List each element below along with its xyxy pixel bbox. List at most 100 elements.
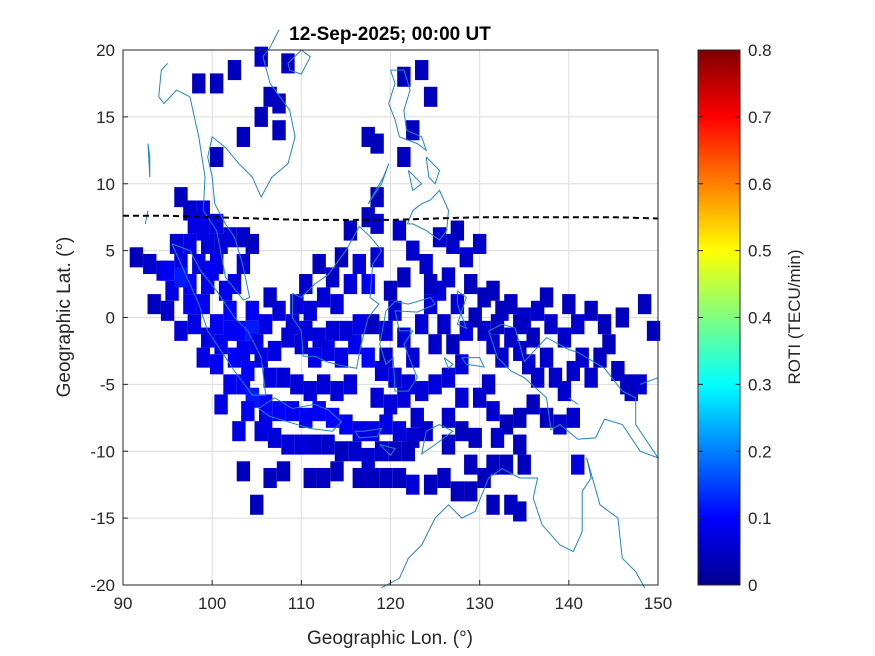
colorbar-tick-label: 0 xyxy=(748,576,757,595)
roti-cell xyxy=(174,320,188,341)
roti-cell xyxy=(272,93,286,114)
roti-cell xyxy=(160,260,175,281)
roti-cell xyxy=(464,481,478,502)
roti-cell xyxy=(276,461,291,482)
roti-cell xyxy=(365,314,380,335)
roti-cell xyxy=(285,314,300,335)
roti-cell xyxy=(325,320,340,341)
coastline-segment xyxy=(158,63,168,97)
roti-cell xyxy=(258,394,273,415)
roti-cell xyxy=(325,407,340,428)
roti-cell xyxy=(267,340,282,361)
roti-cell xyxy=(450,481,465,502)
roti-cell xyxy=(361,447,375,468)
roti-cell xyxy=(539,407,554,428)
roti-cell xyxy=(397,387,411,408)
roti-cell xyxy=(383,280,398,301)
coastline-segment xyxy=(406,189,450,241)
y-tick-label: 5 xyxy=(106,242,115,261)
roti-cell xyxy=(343,220,358,241)
colorbar-tick-label: 0.2 xyxy=(748,442,772,461)
roti-cell xyxy=(294,434,309,455)
coastline-segment xyxy=(291,225,383,369)
roti-cell xyxy=(316,374,331,395)
roti-cell xyxy=(330,461,344,482)
roti-cell xyxy=(187,213,202,234)
roti-cell xyxy=(513,434,527,455)
roti-cell xyxy=(370,213,384,234)
roti-cell xyxy=(423,274,438,295)
roti-cell xyxy=(459,247,473,268)
roti-cell xyxy=(312,327,326,348)
roti-cell xyxy=(410,407,424,428)
coastline-segment xyxy=(388,69,428,152)
roti-cell xyxy=(557,381,572,402)
coastline-segment xyxy=(171,243,267,396)
roti-cell xyxy=(236,340,251,361)
roti-cell xyxy=(236,253,251,275)
roti-cell xyxy=(490,427,505,448)
roti-cells xyxy=(129,46,661,522)
y-tick-label: -20 xyxy=(90,576,115,595)
roti-cell xyxy=(379,467,393,489)
roti-cell xyxy=(316,467,331,489)
roti-cell xyxy=(272,120,286,141)
coastline-segment xyxy=(456,290,468,330)
coastline-segment xyxy=(568,397,579,405)
roti-cell xyxy=(468,307,482,328)
colorbar-ticks: 0.8 0.7 0.6 0.5 0.4 0.3 0.2 0.1 0 xyxy=(698,41,772,595)
roti-cell xyxy=(633,374,647,395)
roti-cell xyxy=(290,374,304,395)
roti-cell xyxy=(272,401,286,422)
coastline-segment xyxy=(640,377,659,385)
colorbar-tick-label: 0.3 xyxy=(748,375,772,394)
coastline-segment xyxy=(461,357,485,368)
roti-cell xyxy=(316,287,331,308)
roti-cell xyxy=(312,253,326,275)
roti-cell xyxy=(330,294,344,315)
roti-cell xyxy=(486,454,500,475)
roti-cell xyxy=(209,146,224,168)
roti-cell xyxy=(187,314,202,335)
y-tick-label: 20 xyxy=(96,41,115,60)
x-axis-ticks: 90 100 110 120 130 140 150 xyxy=(114,580,672,613)
roti-cell xyxy=(388,441,402,462)
x-tick-label: 140 xyxy=(555,594,583,613)
roti-cell xyxy=(490,314,505,335)
roti-cell xyxy=(361,347,375,368)
roti-cell xyxy=(584,300,598,321)
roti-cell xyxy=(517,454,531,475)
roti-cell xyxy=(214,394,228,415)
roti-cell xyxy=(352,253,366,275)
roti-cell xyxy=(339,320,353,341)
roti-cell xyxy=(441,367,456,388)
roti-cell xyxy=(361,274,375,295)
roti-cell xyxy=(303,467,317,489)
colorbar-tick-label: 0.8 xyxy=(748,41,772,60)
roti-cell xyxy=(455,354,469,375)
roti-cell xyxy=(566,407,580,428)
roti-cell xyxy=(308,347,322,368)
roti-cell xyxy=(129,247,144,268)
coastline-segment xyxy=(381,457,592,589)
roti-cell xyxy=(602,334,616,355)
roti-cell xyxy=(281,53,295,74)
roti-cell xyxy=(499,454,514,475)
colorbar xyxy=(697,49,741,586)
roti-cell xyxy=(334,347,349,368)
roti-cell xyxy=(160,300,175,321)
x-tick-label: 130 xyxy=(465,594,493,613)
roti-cell xyxy=(209,213,224,234)
roti-cell xyxy=(468,427,482,448)
roti-cell xyxy=(227,274,242,295)
roti-cell xyxy=(365,421,380,442)
roti-cell xyxy=(325,267,340,288)
coastline-segment xyxy=(367,163,390,205)
roti-cell xyxy=(352,467,366,489)
roti-cell xyxy=(254,106,268,127)
roti-cell xyxy=(615,307,630,328)
roti-cell xyxy=(236,461,251,482)
y-tick-label: 15 xyxy=(96,108,115,127)
roti-cell xyxy=(209,73,224,94)
roti-cell xyxy=(637,294,652,315)
